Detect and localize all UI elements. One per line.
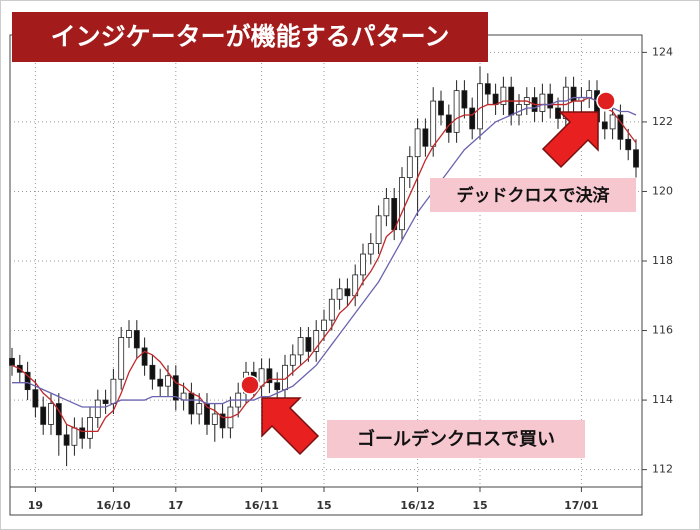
arrow	[541, 111, 599, 169]
annotation: ゴールデンクロスで買い	[357, 428, 555, 450]
candle-body	[516, 104, 522, 116]
candle-body	[32, 389, 39, 408]
candle-body	[461, 90, 468, 109]
candle-body	[126, 330, 132, 338]
candle-body	[305, 337, 312, 352]
candle-body	[87, 417, 93, 439]
golden-cross-marker	[240, 375, 260, 395]
candle-body	[71, 427, 78, 446]
candle-body	[492, 93, 499, 105]
candle-body	[297, 337, 304, 356]
candle-body	[289, 354, 296, 366]
candle-body	[55, 403, 62, 436]
candle-body	[469, 107, 476, 130]
candle-body	[141, 347, 148, 366]
candle-body	[110, 378, 117, 404]
candle-body	[375, 215, 382, 245]
arrow	[261, 397, 320, 456]
moving-average	[12, 96, 637, 408]
candle-body	[422, 128, 429, 147]
candle-body	[94, 399, 101, 418]
candle-body	[9, 357, 15, 366]
candle-body	[625, 138, 632, 151]
candle-body	[258, 368, 265, 387]
candle-body	[266, 368, 273, 384]
candle-body	[328, 298, 335, 321]
candle-body	[609, 114, 616, 130]
candle-body	[383, 198, 390, 217]
candle-body	[118, 337, 125, 380]
candle-body	[484, 83, 491, 95]
annotation-box	[327, 420, 585, 458]
candle-body	[102, 399, 109, 404]
candle-body	[313, 330, 320, 352]
y-tick-label: 112	[652, 463, 673, 476]
y-tick-label: 116	[652, 324, 673, 337]
candle-body	[172, 375, 179, 401]
candle-body	[360, 253, 366, 276]
candle-body	[133, 330, 140, 349]
y-tick-label: 120	[652, 184, 673, 197]
candle-body	[211, 413, 218, 425]
candle-body	[633, 149, 639, 168]
candle-body	[539, 93, 546, 112]
x-tick-label: 17/01	[564, 499, 599, 512]
candle-body	[321, 319, 327, 331]
annotation: デッドクロスで決済	[457, 185, 611, 206]
y-tick-label: 124	[652, 45, 673, 58]
candle-body	[48, 403, 54, 425]
candle-body	[336, 288, 343, 300]
candle-body	[344, 288, 351, 297]
candle-body	[149, 364, 156, 380]
candle-body	[24, 371, 31, 391]
candle-body	[500, 86, 507, 105]
x-tick-label: 15	[316, 499, 331, 512]
title-box	[12, 12, 488, 62]
candle-body	[430, 100, 437, 147]
moving-average	[11, 96, 637, 433]
candle-body	[157, 378, 164, 387]
candle-body	[601, 121, 608, 130]
candle-body	[219, 413, 226, 429]
candle-body	[586, 90, 593, 98]
candle-body	[274, 382, 281, 391]
candle-body	[477, 83, 483, 130]
candle-body	[165, 375, 171, 387]
x-tick-label: 16/10	[96, 499, 131, 512]
candle-body	[414, 128, 421, 158]
y-tick-label: 114	[652, 393, 673, 406]
chart-title: インジケーターが機能するパターン	[51, 22, 450, 51]
y-tick-label: 122	[652, 115, 673, 128]
candle-body	[453, 90, 460, 133]
x-tick-label: 16/11	[244, 499, 279, 512]
candle-body	[188, 392, 195, 415]
candle-body	[406, 156, 413, 178]
candle-body	[617, 114, 624, 140]
candle-body	[40, 406, 47, 425]
x-axis-band	[9, 486, 643, 516]
x-tick-label: 19	[28, 499, 43, 512]
dead-cross-marker	[596, 91, 616, 111]
candle-body	[196, 403, 203, 415]
candle-body	[367, 243, 374, 255]
x-tick-label: 15	[472, 499, 487, 512]
candle-body	[547, 93, 554, 109]
candle-body	[438, 100, 444, 116]
candle-body	[79, 427, 86, 439]
candle-body	[399, 177, 405, 231]
y-tick-label: 118	[652, 254, 673, 267]
x-tick-label: 17	[168, 499, 183, 512]
annotation-box	[430, 178, 636, 212]
x-tick-label: 16/12	[400, 499, 435, 512]
candle-body	[63, 434, 70, 446]
candle-body	[555, 107, 561, 119]
